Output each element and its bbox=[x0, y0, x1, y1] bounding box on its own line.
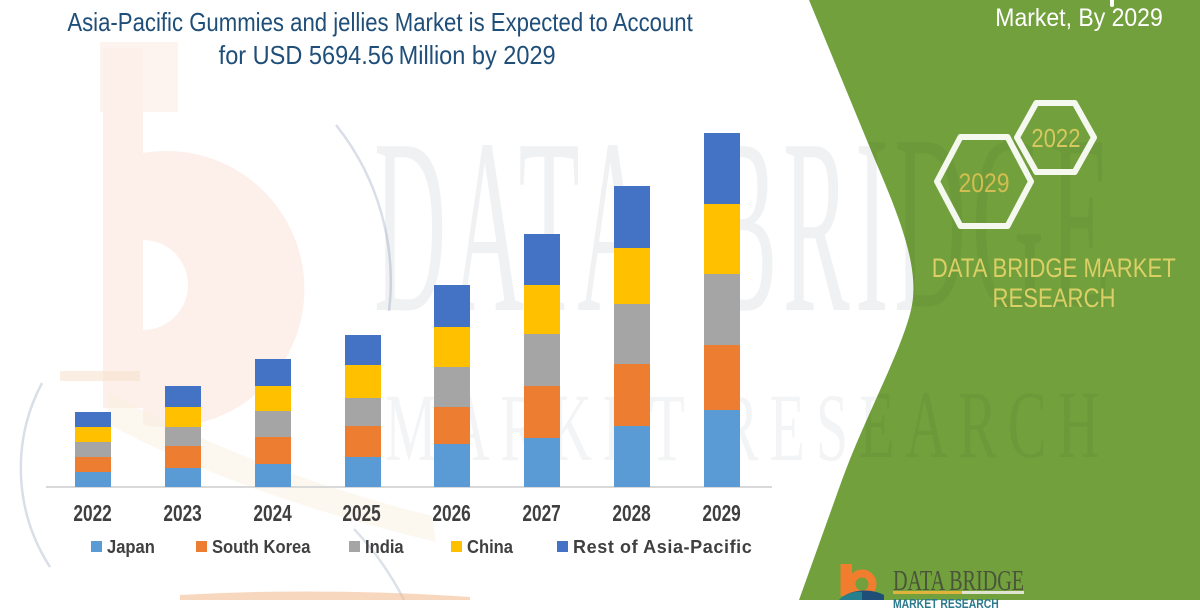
svg-text:MARKET RESEARCH: MARKET RESEARCH bbox=[385, 372, 1110, 478]
